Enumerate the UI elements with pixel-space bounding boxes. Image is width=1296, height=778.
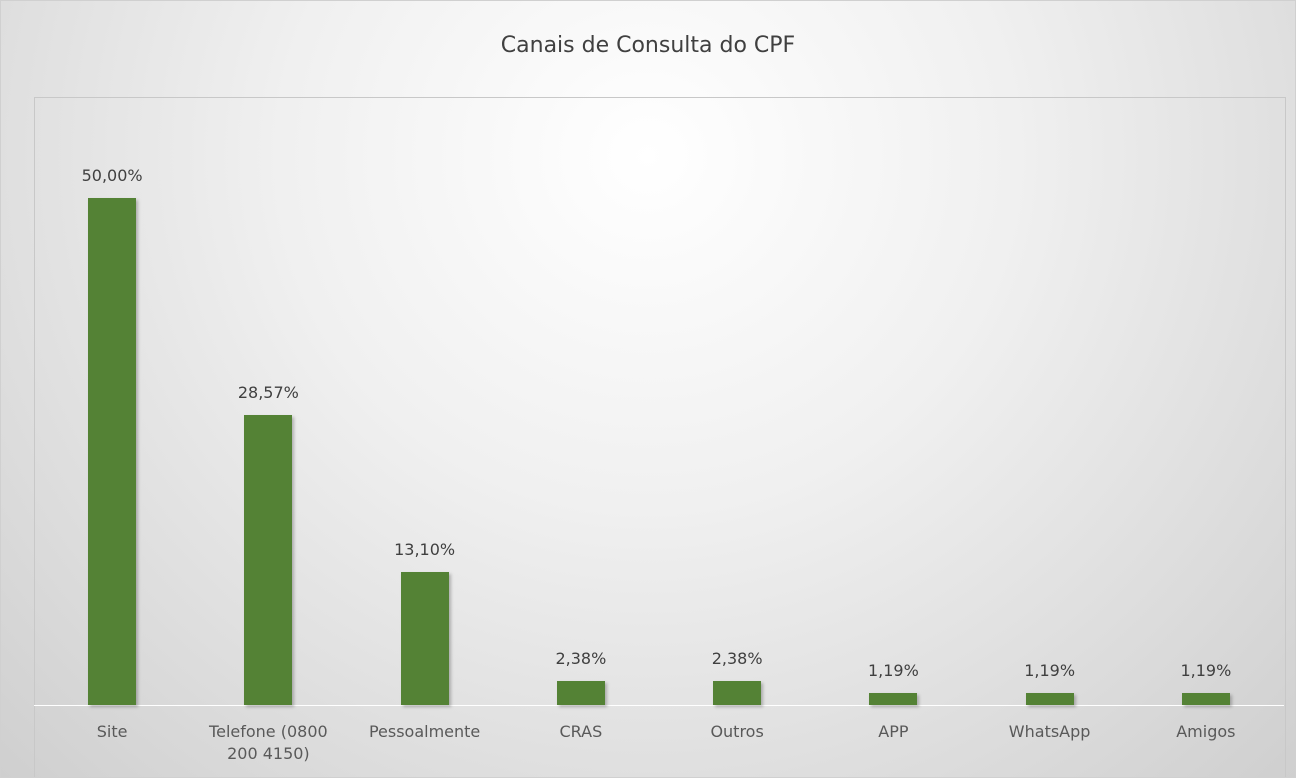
x-tick-label: WhatsApp — [1008, 722, 1091, 741]
bar — [88, 198, 137, 705]
data-label: 50,00% — [81, 166, 143, 185]
data-label: 1,19% — [867, 660, 919, 680]
data-label: 1,19% — [1180, 660, 1232, 680]
x-tick-label: Telefone (0800 200 4150) — [209, 722, 328, 763]
x-tick-label: Pessoalmente — [368, 722, 481, 741]
data-label: 2,38% — [555, 648, 607, 668]
data-label: 28,57% — [237, 383, 299, 403]
x-tick-label: Amigos — [1176, 722, 1236, 741]
x-tick-label: CRAS — [559, 722, 603, 741]
data-label: 2,38% — [711, 648, 763, 668]
data-label: 1,19% — [1024, 660, 1076, 680]
bar — [869, 692, 918, 705]
chart-title: Canais de Consulta do CPF — [500, 33, 796, 58]
bar — [400, 572, 449, 705]
bar — [244, 415, 293, 705]
bar — [1025, 692, 1074, 705]
x-tick-label: Outros — [710, 722, 764, 741]
x-tick-label: APP — [878, 722, 909, 741]
bar — [556, 680, 605, 705]
bar — [713, 680, 762, 705]
x-tick-label: Site — [96, 722, 128, 741]
x-axis — [34, 705, 1284, 706]
data-label: 13,10% — [394, 540, 456, 560]
bar — [1181, 692, 1230, 705]
plot-area — [34, 97, 1286, 777]
